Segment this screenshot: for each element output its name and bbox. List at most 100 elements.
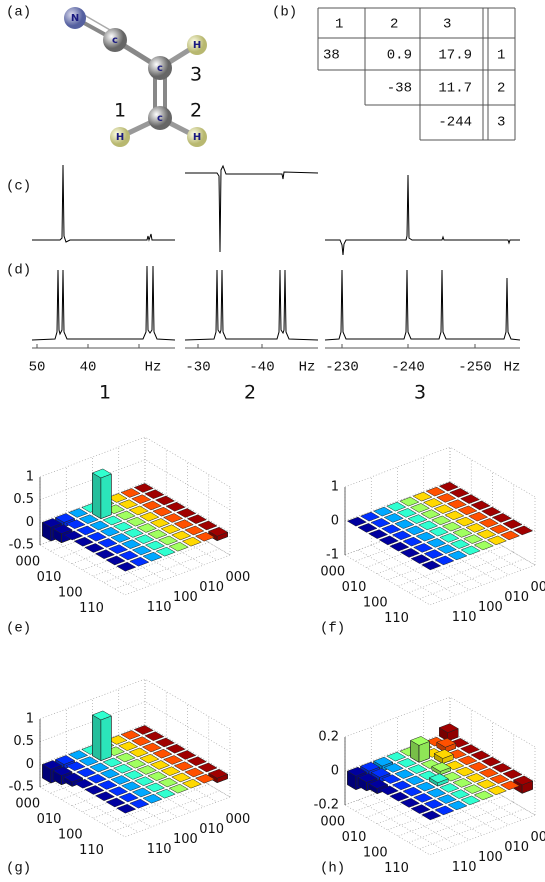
bar [391, 530, 412, 541]
bar-face [197, 520, 218, 531]
bar [412, 491, 433, 502]
atom-label: H [193, 40, 201, 51]
axis-label: 000 [225, 570, 250, 585]
bar [413, 793, 434, 803]
bar [399, 798, 421, 808]
bar [357, 523, 378, 533]
bar-face [481, 756, 502, 767]
bar-face [163, 755, 184, 765]
bar-face [449, 789, 471, 799]
bar [468, 511, 489, 522]
bar-face [431, 515, 452, 526]
bar [126, 758, 147, 769]
bar-face [105, 555, 126, 566]
atom-label: c [112, 35, 118, 46]
bar-face [65, 519, 86, 529]
bar-face [144, 782, 166, 793]
bar [160, 524, 181, 534]
bar-face [134, 776, 155, 786]
floor-grid [114, 790, 220, 832]
panel-label: (e) [6, 621, 31, 637]
bar-face [407, 764, 428, 774]
bar [131, 736, 152, 746]
bar-face [478, 518, 499, 528]
bar-face [126, 758, 147, 769]
bar [171, 530, 192, 541]
bar-face [473, 540, 494, 551]
bar-face [168, 541, 189, 552]
bar-face [441, 521, 462, 532]
spin-label: 2 [244, 382, 256, 404]
bar-face [370, 518, 391, 528]
bar [176, 508, 197, 518]
bar [181, 536, 202, 547]
bar-face [433, 749, 454, 759]
x-tick-label: -40 [249, 360, 274, 376]
bar-face [208, 768, 229, 779]
bar-face [513, 775, 534, 786]
coupling-table [317, 7, 516, 141]
bar-face [409, 736, 431, 746]
bar [128, 505, 149, 516]
bar-face [449, 488, 470, 498]
bar [118, 550, 139, 561]
bar [173, 761, 194, 771]
bar-face [78, 514, 99, 524]
bar [99, 526, 121, 537]
bar [89, 762, 110, 773]
bar-face [194, 531, 216, 542]
bar-face [152, 748, 173, 759]
bar-face [194, 773, 216, 784]
bar [129, 798, 150, 809]
bar-face [452, 778, 473, 788]
bar-face [141, 500, 162, 511]
bar [407, 764, 428, 774]
bar [116, 561, 137, 572]
bar-face [116, 561, 137, 572]
bar [158, 777, 179, 788]
axis-label: 000 [15, 797, 40, 812]
bar [194, 531, 216, 542]
spectrum-line [31, 265, 176, 341]
bar-face [438, 481, 459, 492]
bar-face [428, 526, 449, 537]
bar-face [115, 752, 136, 763]
bar-face [63, 772, 84, 783]
bar-face [381, 774, 402, 784]
bar [97, 780, 118, 790]
bar-face [155, 788, 176, 799]
molecule: N c c c H H H 1 2 3 [64, 7, 207, 147]
proton-label: 2 [190, 100, 202, 122]
grid-line [39, 436, 231, 488]
bar-face [165, 743, 186, 754]
bar [383, 763, 404, 773]
bar [102, 515, 123, 526]
bar [118, 741, 139, 751]
bar [110, 533, 131, 543]
axis-label: 000 [530, 580, 545, 595]
bar-face [368, 779, 389, 789]
bar-face [444, 510, 465, 521]
bar [404, 775, 426, 786]
bar [381, 524, 402, 534]
bar [168, 541, 189, 552]
bar-face [446, 499, 467, 509]
z-tick-label: 0.5 [13, 492, 34, 507]
panel-label: (h) [320, 861, 345, 877]
bar [68, 750, 89, 760]
bar [373, 506, 394, 517]
bar-face [158, 777, 179, 788]
bar [65, 761, 86, 771]
bar [155, 788, 176, 799]
bar [359, 511, 381, 522]
bar-face [436, 737, 457, 748]
bar [208, 768, 229, 784]
bar [76, 767, 97, 778]
bar [441, 521, 462, 532]
bar-face [131, 494, 152, 504]
bar [502, 769, 523, 779]
bar [86, 531, 107, 542]
bar [147, 771, 168, 781]
bar-face [128, 747, 149, 758]
bar [181, 778, 202, 789]
